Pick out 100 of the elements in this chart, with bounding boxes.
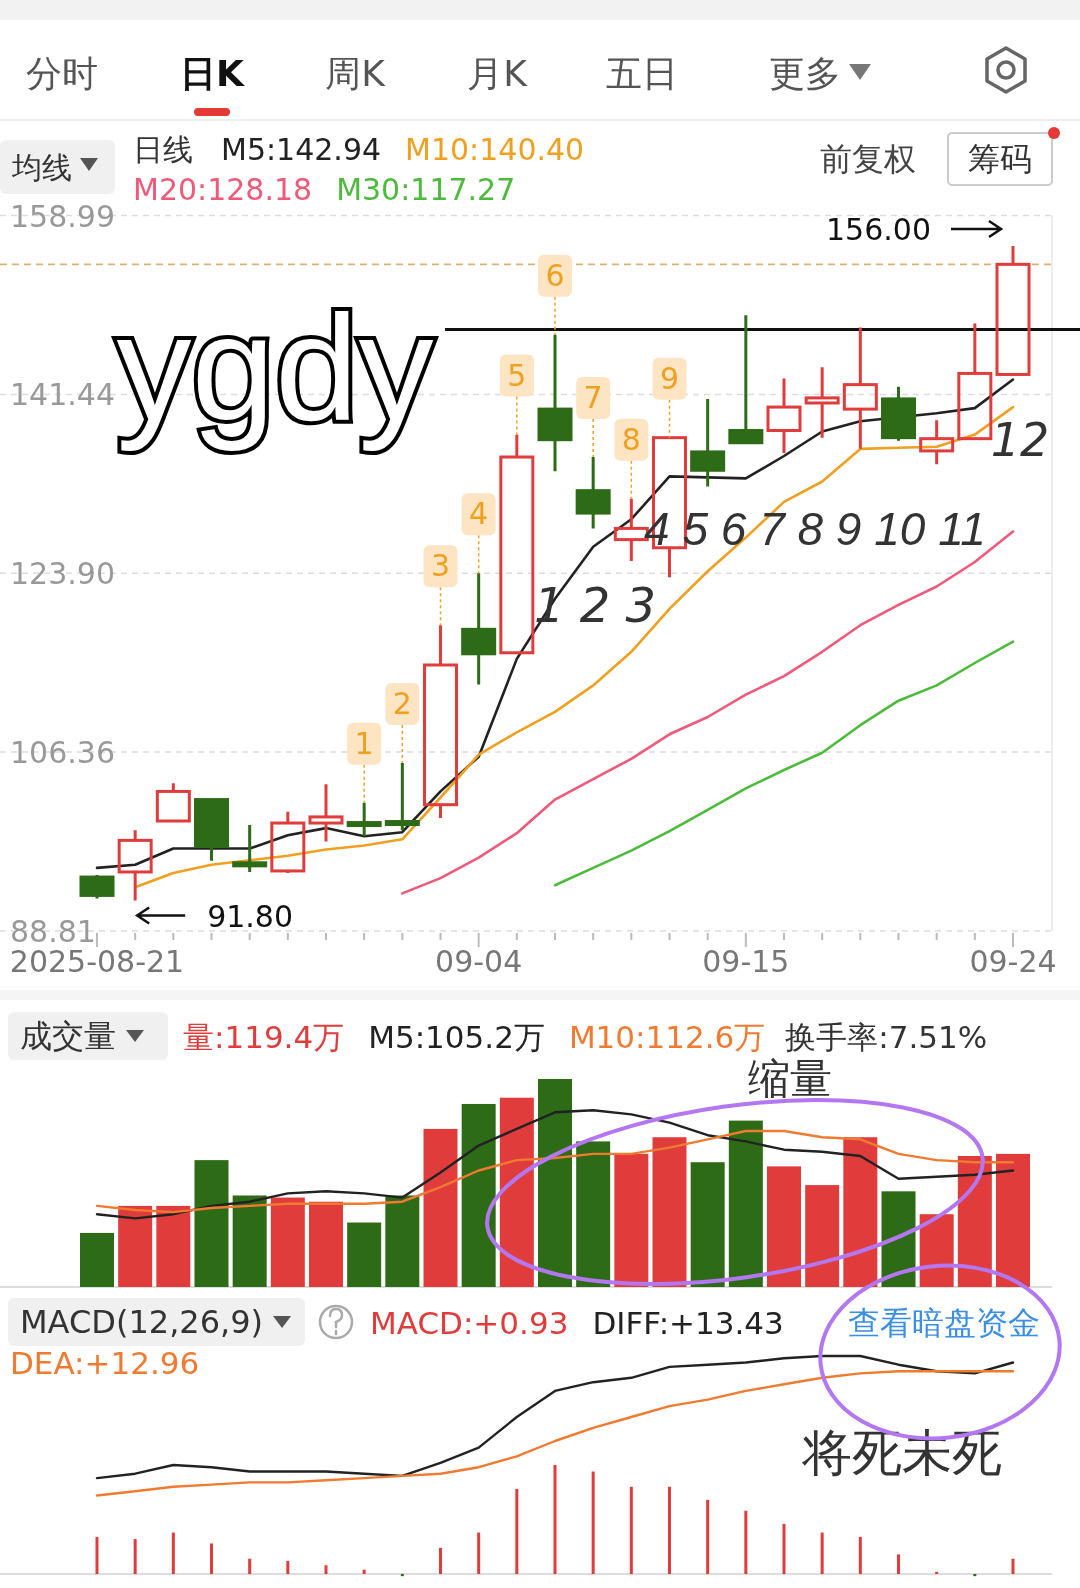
- bar: [362, 1569, 366, 1574]
- bar: [80, 1232, 114, 1287]
- bar: [270, 1197, 305, 1287]
- candlestick: [804, 367, 840, 438]
- text: M20:128.18: [133, 172, 313, 207]
- bar: [248, 1558, 252, 1574]
- candlestick: [537, 334, 573, 472]
- candlestick: [575, 457, 611, 529]
- annotation: 91.80: [207, 898, 294, 934]
- bar: [133, 1539, 137, 1574]
- bar: [553, 1465, 557, 1574]
- text: 五日: [606, 53, 678, 94]
- text: M30:117.27: [336, 172, 516, 207]
- candlestick: [690, 398, 726, 487]
- text: 3: [430, 548, 451, 584]
- text: 分时: [26, 53, 98, 94]
- bar: [744, 1510, 748, 1574]
- annotation: 12: [990, 413, 1050, 467]
- text: 8: [621, 421, 641, 457]
- candlestick: [117, 830, 153, 901]
- bar: [728, 1120, 763, 1287]
- candlestick: [728, 315, 764, 445]
- bar: [805, 1185, 840, 1287]
- y-tick-label: 158.99: [10, 198, 115, 234]
- bar: [782, 1523, 786, 1574]
- bar: [118, 1205, 153, 1287]
- bar: [324, 1565, 328, 1574]
- text: 更多: [769, 53, 841, 94]
- candlestick: [842, 327, 878, 449]
- bar: [996, 1153, 1030, 1287]
- bar: [858, 1536, 862, 1574]
- bar: [668, 1486, 671, 1574]
- bar: [538, 1079, 572, 1287]
- line-series: [553, 640, 1015, 887]
- text: 9: [659, 360, 680, 396]
- y-tick-label: 106.36: [10, 735, 115, 771]
- text: 周K: [325, 53, 387, 94]
- text: 均线: [11, 150, 72, 185]
- text: 2: [392, 685, 412, 721]
- text: 量:119.4万: [183, 1019, 345, 1055]
- bar: [95, 1536, 99, 1574]
- y-tick-label: 123.90: [10, 556, 115, 592]
- y-tick-label: 141.44: [10, 377, 115, 413]
- bar: [897, 1554, 900, 1574]
- bar: [820, 1532, 824, 1574]
- text: 日K: [180, 53, 246, 94]
- bar: [156, 1205, 191, 1287]
- bar: [881, 1191, 916, 1287]
- candlestick: [232, 825, 268, 872]
- series-label: M5:105.2万: [368, 1019, 545, 1055]
- bar: [385, 1195, 420, 1287]
- candlestick: [499, 434, 535, 655]
- chart-title: MACD(12,26,9): [20, 1303, 264, 1341]
- candlestick: [461, 573, 497, 685]
- chart-title: 成交量: [20, 1017, 116, 1055]
- bar: [439, 1547, 442, 1574]
- bar: [629, 1486, 633, 1574]
- bar: [171, 1532, 175, 1574]
- legend-title: 日线: [133, 132, 193, 167]
- bar: [652, 1137, 687, 1287]
- text: 1: [354, 725, 374, 761]
- bar: [576, 1141, 611, 1287]
- candlestick: [957, 323, 993, 441]
- bar: [477, 1532, 481, 1574]
- bar: [499, 1097, 534, 1287]
- text: M10:112.6万: [568, 1019, 766, 1055]
- text: 6: [545, 257, 565, 293]
- bar: [515, 1488, 519, 1574]
- text: 查看暗盘资金: [848, 1304, 1040, 1342]
- bar: [194, 1160, 229, 1287]
- candlestick: [346, 802, 382, 837]
- text: MACD:+0.93: [370, 1305, 569, 1341]
- candlestick: [384, 762, 420, 831]
- text: 前复权: [820, 140, 916, 178]
- bar: [614, 1153, 649, 1287]
- text: 5: [507, 357, 527, 393]
- bar: [690, 1162, 725, 1287]
- text: M5:142.94: [221, 132, 382, 167]
- text: 换手率:7.51%: [785, 1019, 988, 1055]
- candlestick: [308, 784, 344, 842]
- text: 7: [583, 380, 603, 416]
- bar: [286, 1560, 290, 1574]
- candlestick: [423, 625, 458, 818]
- text: 筹码: [968, 140, 1032, 178]
- bar: [767, 1166, 801, 1287]
- bar: [843, 1137, 878, 1287]
- x-tick-label: 09-24: [969, 944, 1057, 979]
- text: 4: [469, 496, 489, 532]
- text: M10:140.40: [405, 132, 585, 167]
- bar: [461, 1103, 496, 1287]
- text: DEA:+12.96: [10, 1345, 200, 1381]
- bar: [706, 1499, 710, 1574]
- candlestick: [995, 245, 1031, 376]
- series-label: DIFF:+13.43: [592, 1305, 784, 1341]
- candlestick: [766, 378, 802, 453]
- bar: [347, 1222, 382, 1287]
- x-tick-label: 09-04: [435, 944, 523, 979]
- x-tick-label: 09-15: [702, 944, 790, 979]
- bar: [591, 1471, 595, 1574]
- text: 月K: [467, 53, 529, 94]
